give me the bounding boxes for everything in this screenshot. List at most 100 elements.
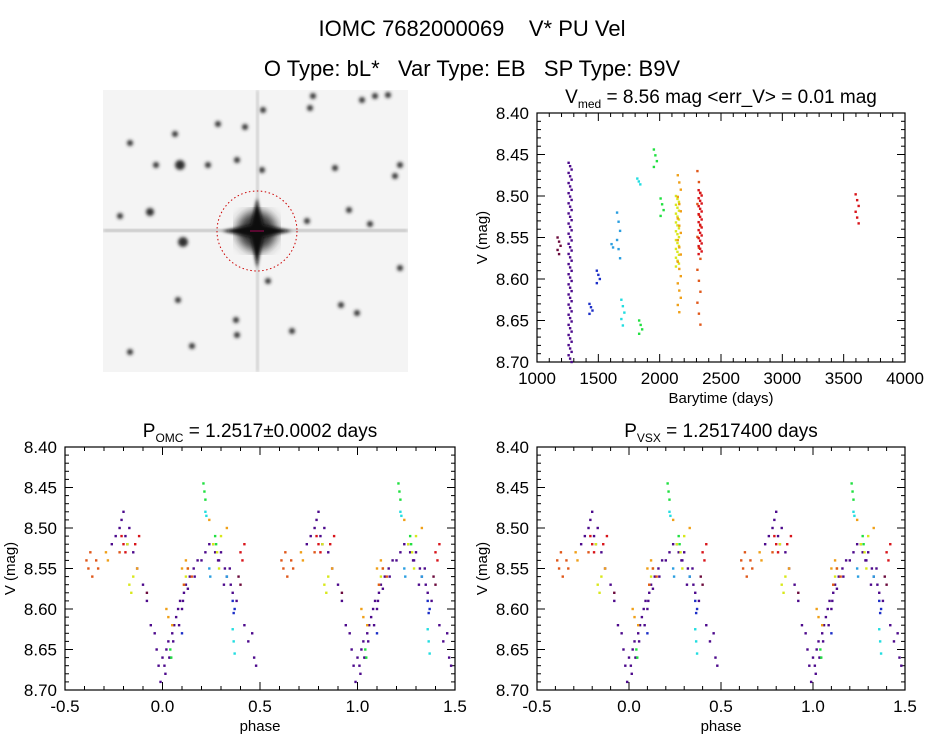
data-point bbox=[595, 281, 599, 285]
data-point bbox=[254, 664, 258, 667]
data-point bbox=[446, 632, 449, 635]
data-point bbox=[651, 587, 655, 590]
data-point bbox=[449, 664, 453, 667]
data-point bbox=[649, 575, 653, 578]
data-point bbox=[567, 333, 570, 337]
data-point bbox=[247, 640, 250, 643]
data-point bbox=[203, 490, 206, 493]
data-point bbox=[676, 217, 679, 220]
data-point bbox=[842, 575, 845, 578]
data-point bbox=[692, 583, 695, 586]
data-point bbox=[568, 164, 572, 168]
data-point bbox=[651, 567, 655, 570]
data-point bbox=[634, 656, 637, 659]
data-point bbox=[589, 518, 592, 522]
data-point bbox=[817, 615, 820, 619]
data-point bbox=[426, 591, 429, 594]
data-point bbox=[167, 615, 170, 619]
data-point bbox=[587, 551, 590, 554]
data-point bbox=[688, 575, 691, 578]
data-point bbox=[598, 591, 601, 594]
data-point bbox=[617, 220, 620, 223]
data-point bbox=[698, 231, 702, 234]
data-point bbox=[96, 567, 100, 570]
data-point bbox=[362, 615, 365, 619]
data-point bbox=[862, 543, 865, 546]
data-point bbox=[442, 640, 445, 643]
data-point bbox=[352, 664, 355, 667]
data-point bbox=[399, 498, 402, 501]
data-point bbox=[883, 575, 886, 578]
data-point bbox=[225, 526, 229, 530]
data-point bbox=[824, 615, 828, 619]
data-point bbox=[674, 247, 678, 251]
data-point bbox=[570, 259, 573, 262]
data-point bbox=[315, 534, 318, 538]
data-point bbox=[432, 575, 435, 578]
y-tick-label: 8.40 bbox=[24, 438, 57, 457]
chart-title-line2: O Type: bL* Var Type: EB SP Type: B9V bbox=[263, 56, 681, 81]
data-point bbox=[674, 256, 678, 259]
data-point bbox=[397, 482, 400, 485]
y-tick-label: 8.50 bbox=[496, 187, 529, 206]
data-point bbox=[848, 559, 851, 562]
data-point bbox=[820, 656, 823, 659]
data-point bbox=[596, 583, 599, 586]
data-point bbox=[568, 357, 572, 360]
data-point bbox=[642, 607, 645, 611]
data-point bbox=[568, 296, 572, 300]
data-point bbox=[700, 226, 703, 229]
data-point bbox=[118, 551, 121, 554]
data-point bbox=[613, 599, 616, 603]
data-point bbox=[699, 290, 702, 293]
data-point bbox=[662, 208, 665, 212]
x-tick-label: 1.0 bbox=[346, 697, 370, 716]
data-point bbox=[231, 628, 234, 631]
data-point bbox=[233, 607, 236, 611]
data-point bbox=[557, 252, 561, 256]
star bbox=[127, 349, 133, 355]
data-point bbox=[371, 607, 375, 611]
data-point bbox=[171, 624, 174, 627]
data-point bbox=[568, 256, 572, 259]
data-point bbox=[870, 567, 874, 570]
star bbox=[233, 317, 239, 323]
data-point bbox=[412, 567, 416, 570]
y-tick-label: 8.45 bbox=[24, 479, 57, 498]
data-point bbox=[243, 543, 246, 546]
data-point bbox=[424, 583, 427, 586]
data-point bbox=[861, 534, 864, 538]
data-point bbox=[313, 551, 316, 554]
data-point bbox=[789, 534, 793, 538]
data-point bbox=[782, 591, 785, 594]
data-point bbox=[231, 591, 234, 594]
data-point bbox=[671, 567, 675, 570]
data-point bbox=[379, 559, 383, 562]
data-point bbox=[767, 534, 771, 538]
data-point bbox=[251, 632, 254, 635]
data-point bbox=[649, 583, 653, 586]
data-point bbox=[376, 599, 380, 603]
data-point bbox=[366, 624, 369, 627]
data-point bbox=[697, 220, 700, 224]
data-point bbox=[161, 656, 164, 659]
data-point bbox=[637, 319, 641, 322]
data-point bbox=[671, 543, 675, 546]
x-tick-label: -0.5 bbox=[50, 697, 79, 716]
data-point bbox=[658, 575, 661, 578]
data-point bbox=[567, 313, 570, 316]
data-point bbox=[620, 317, 623, 321]
data-point bbox=[780, 583, 783, 586]
data-point bbox=[418, 567, 422, 570]
data-point bbox=[217, 567, 221, 570]
data-point bbox=[591, 543, 594, 546]
data-point bbox=[697, 212, 700, 216]
data-point bbox=[669, 514, 672, 518]
data-point bbox=[126, 543, 129, 546]
x-tick-label: 3500 bbox=[825, 369, 863, 388]
y-tick-label: 8.65 bbox=[24, 641, 57, 660]
data-point bbox=[694, 611, 698, 615]
y-tick-label: 8.50 bbox=[496, 519, 529, 538]
y-tick-label: 8.70 bbox=[496, 353, 529, 372]
data-point bbox=[184, 559, 188, 562]
